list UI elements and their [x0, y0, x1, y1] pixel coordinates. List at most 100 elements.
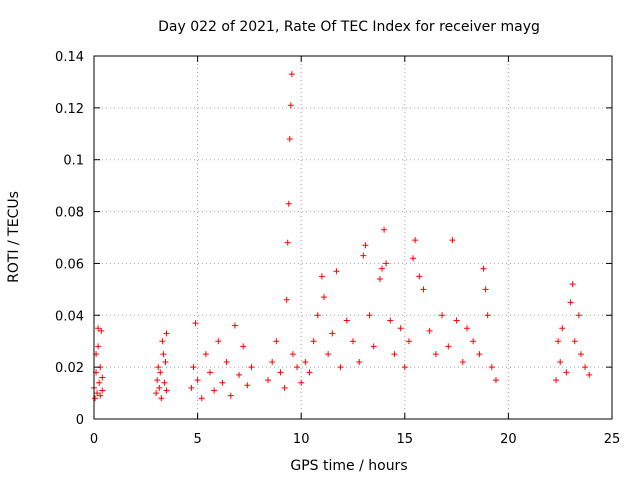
data-point: [202, 351, 209, 358]
axis-ticks: [93, 55, 613, 420]
data-point: [453, 317, 460, 324]
data-point: [559, 325, 566, 332]
data-point: [96, 379, 103, 386]
y-tick-label: 0.06: [55, 257, 84, 272]
data-point: [284, 239, 291, 246]
data-point: [310, 338, 317, 345]
data-point: [482, 286, 489, 293]
x-tick-label: 25: [604, 432, 621, 447]
data-point: [156, 384, 163, 391]
data-point: [383, 260, 390, 267]
data-point: [194, 377, 201, 384]
y-tick-label: 0.12: [55, 102, 84, 117]
data-point: [211, 387, 218, 394]
data-point: [571, 338, 578, 345]
data-point: [356, 358, 363, 365]
data-point: [412, 237, 419, 244]
data-point: [488, 364, 495, 371]
data-point: [439, 312, 446, 319]
data-point: [240, 343, 247, 350]
data-point: [333, 268, 340, 275]
data-point: [190, 364, 197, 371]
data-point: [192, 320, 199, 327]
data-point: [161, 379, 168, 386]
data-point: [553, 377, 560, 384]
data-point: [95, 325, 102, 332]
data-point: [306, 369, 313, 376]
data-point: [231, 322, 238, 329]
data-point: [484, 312, 491, 319]
data-point: [287, 102, 294, 109]
data-point: [248, 364, 255, 371]
data-point: [302, 358, 309, 365]
x-tick-label: 15: [397, 432, 414, 447]
data-point: [391, 351, 398, 358]
data-point: [376, 275, 383, 282]
data-point: [329, 330, 336, 337]
data-point: [283, 296, 290, 303]
data-point: [236, 371, 243, 378]
data-point: [154, 377, 161, 384]
data-point: [577, 351, 584, 358]
data-point: [370, 343, 377, 350]
data-point: [569, 281, 576, 288]
data-point: [459, 358, 466, 365]
data-point: [426, 327, 433, 334]
x-tick-label: 20: [500, 432, 517, 447]
data-point: [476, 351, 483, 358]
data-point: [420, 286, 427, 293]
data-point: [366, 312, 373, 319]
data-point: [99, 387, 106, 394]
data-point: [387, 317, 394, 324]
data-point: [463, 325, 470, 332]
data-point: [162, 358, 169, 365]
data-point: [198, 395, 205, 402]
data-point: [158, 395, 165, 402]
y-axis-title: ROTI / TECUs: [6, 191, 22, 283]
data-point: [563, 369, 570, 376]
data-point: [273, 338, 280, 345]
data-point: [314, 312, 321, 319]
x-tick-labels: 0 5 10 15 20 25: [90, 432, 620, 447]
data-point: [432, 351, 439, 358]
data-point: [320, 294, 327, 301]
data-point: [269, 358, 276, 365]
data-point: [480, 265, 487, 272]
data-point: [449, 237, 456, 244]
data-point: [360, 252, 367, 259]
data-point: [157, 369, 164, 376]
data-point: [153, 390, 160, 397]
data-point: [92, 395, 99, 402]
data-point: [288, 71, 295, 78]
data-point: [94, 390, 101, 397]
data-point: [397, 325, 404, 332]
data-point: [318, 273, 325, 280]
data-point: [298, 379, 305, 386]
data-points: [91, 71, 593, 402]
y-tick-label: 0.04: [55, 309, 84, 324]
data-point: [99, 374, 106, 381]
grid: [94, 56, 612, 419]
data-point: [337, 364, 344, 371]
data-point: [207, 369, 214, 376]
data-point: [265, 377, 272, 384]
data-point: [416, 273, 423, 280]
data-point: [586, 371, 593, 378]
y-tick-label: 0.08: [55, 206, 84, 221]
data-point: [343, 317, 350, 324]
data-point: [325, 351, 332, 358]
data-point: [277, 369, 284, 376]
x-axis-title: GPS time / hours: [290, 458, 407, 474]
data-point: [557, 358, 564, 365]
chart-title: Day 022 of 2021, Rate Of TEC Index for r…: [158, 19, 540, 35]
data-point: [163, 387, 170, 394]
data-point: [381, 226, 388, 233]
data-point: [362, 242, 369, 249]
data-point: [445, 343, 452, 350]
data-point: [95, 343, 102, 350]
data-point: [401, 364, 408, 371]
data-point: [188, 384, 195, 391]
data-point: [379, 265, 386, 272]
data-point: [294, 364, 301, 371]
x-tick-label: 0: [90, 432, 98, 447]
